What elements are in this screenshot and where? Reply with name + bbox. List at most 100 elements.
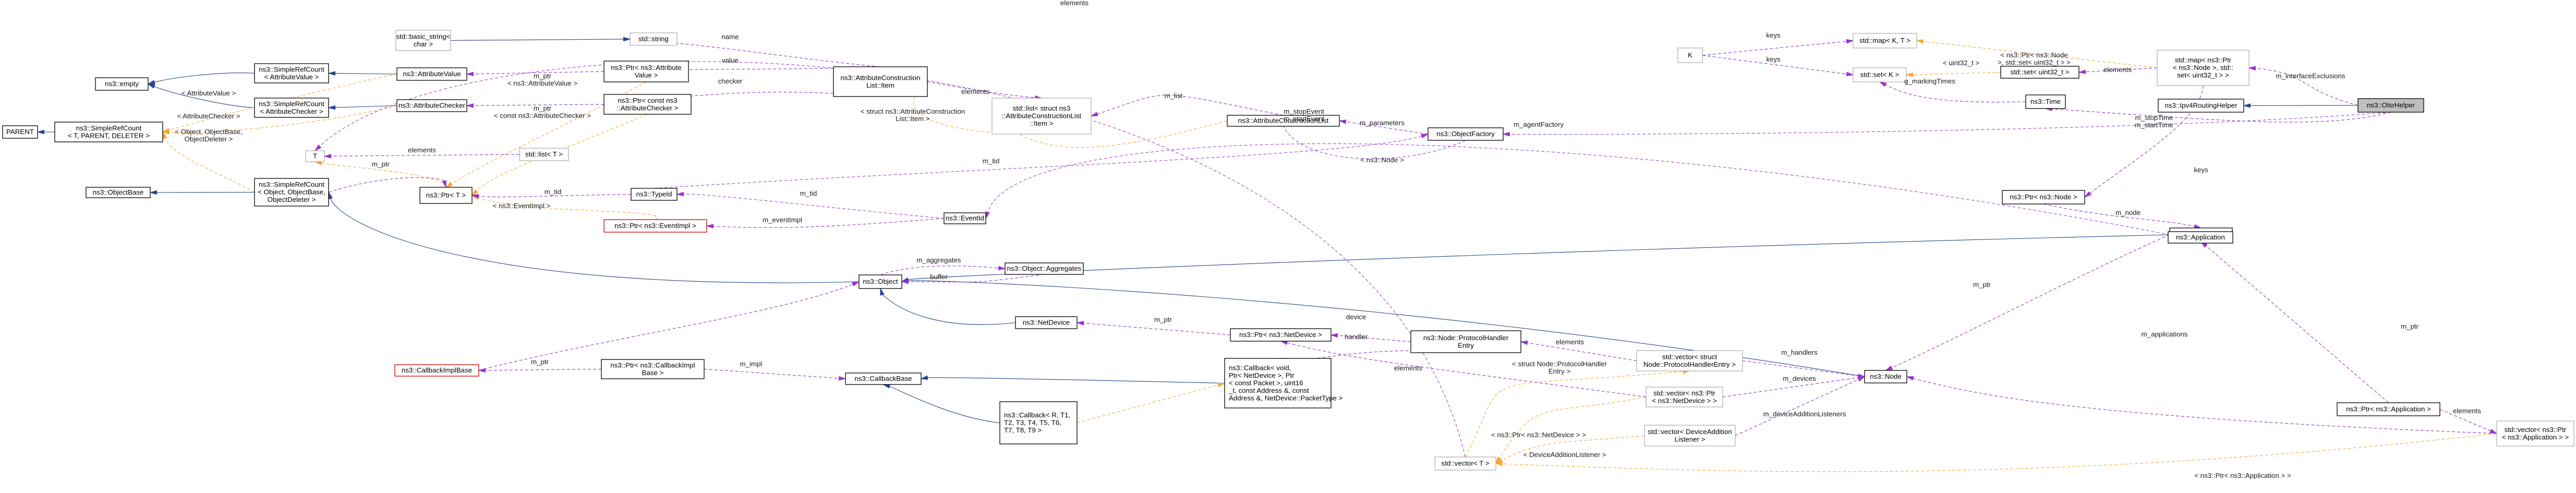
svg-text:< const Packet >, uint16: < const Packet >, uint16 [1229,379,1303,387]
svg-text:ns3::ObjectFactory: ns3::ObjectFactory [1436,130,1495,138]
svg-text:elements: elements [1394,364,1422,372]
svg-text:T7, T8, T9 >: T7, T8, T9 > [1004,426,1042,434]
svg-text:elements: elements [1060,0,1089,7]
svg-text:m_ptr: m_ptr [531,358,549,366]
svg-text:ns3::SimpleRefCount: ns3::SimpleRefCount [76,124,142,132]
svg-text:m_aggregates: m_aggregates [916,256,961,264]
svg-text:m_devices: m_devices [1783,375,1816,382]
svg-text:ns3::Time: ns3::Time [2030,98,2061,105]
svg-text:>, std::set< uint32_t > >: >, std::set< uint32_t > > [1998,58,2071,66]
svg-text:ns3::Ptr< ns3::Application >: ns3::Ptr< ns3::Application > [2346,405,2431,413]
svg-text:_t, const Address &, const: _t, const Address &, const [1228,387,1309,394]
svg-text:Listener >: Listener > [1675,435,1706,443]
svg-text:ObjectDeleter >: ObjectDeleter > [185,135,233,143]
svg-text:ns3::empty: ns3::empty [105,80,139,88]
svg-text:ns3::Ptr< const ns3: ns3::Ptr< const ns3 [618,97,677,104]
svg-text:Ptr< NetDevice >, Ptr: Ptr< NetDevice >, Ptr [1229,371,1295,379]
svg-text:ns3::Object::Aggregates: ns3::Object::Aggregates [1007,264,1082,272]
svg-text:m_ptr: m_ptr [2401,322,2419,330]
svg-text:m_impl: m_impl [740,360,763,368]
svg-text:ns3::Callback< void,: ns3::Callback< void, [1229,364,1291,372]
svg-text:T2, T3, T4, T5, T6,: T2, T3, T4, T5, T6, [1004,419,1061,427]
svg-text:< T, PARENT, DELETER >: < T, PARENT, DELETER > [68,131,150,139]
svg-text:ns3::Ptr< ns3::CallbackImpl: ns3::Ptr< ns3::CallbackImpl [610,361,695,369]
svg-text:< ns3::NetDevice > >: < ns3::NetDevice > > [1652,396,1717,404]
svg-text:handler: handler [1345,333,1368,341]
svg-text:< ns3::Ptr< ns3::Node: < ns3::Ptr< ns3::Node [2000,51,2067,59]
svg-text:std::map< ns3::Ptr: std::map< ns3::Ptr [2175,56,2232,64]
svg-text:keys: keys [2194,166,2208,174]
svg-text:m_tid: m_tid [800,189,817,197]
svg-text:ns3::Callback< R, T1,: ns3::Callback< R, T1, [1004,411,1070,419]
svg-text:checker: checker [718,77,743,85]
svg-text:List::Item: List::Item [866,81,894,89]
svg-text:m_ptr: m_ptr [372,160,390,168]
svg-text:m_eventImpl: m_eventImpl [763,216,802,224]
svg-text:Node::ProtocolHandlerEntry >: Node::ProtocolHandlerEntry > [1643,360,1736,368]
svg-text:std::basic_string<: std::basic_string< [396,32,451,40]
svg-text:ns3::Ptr< ns3::EventImpl >: ns3::Ptr< ns3::EventImpl > [614,222,696,230]
svg-text:keys: keys [1766,55,1781,63]
svg-text:PARENT: PARENT [6,128,34,136]
svg-text:m_applications: m_applications [2142,330,2188,338]
svg-text:< DeviceAdditionListener >: < DeviceAdditionListener > [1523,451,1606,459]
svg-text:ns3::NetDevice: ns3::NetDevice [1023,319,1070,327]
svg-text:< ns3::Ptr< ns3::NetDevice > >: < ns3::Ptr< ns3::NetDevice > > [1491,431,1586,439]
svg-text:< Object, ObjectBase,: < Object, ObjectBase, [175,128,243,136]
svg-text:< ns3::Application > >: < ns3::Application > > [2502,433,2569,441]
svg-text:std::vector< DeviceAddition: std::vector< DeviceAddition [1648,428,1732,436]
svg-text:< uint32_t >: < uint32_t > [1943,59,1979,67]
svg-text:m_startTime: m_startTime [2135,121,2173,129]
svg-text:< ns3::EventImpl >: < ns3::EventImpl > [493,202,551,210]
svg-text:char >: char > [414,40,433,48]
svg-text:std::vector< ns3::Ptr: std::vector< ns3::Ptr [1653,389,1715,397]
svg-text:< struct Node::ProtocolHandler: < struct Node::ProtocolHandler [1512,360,1607,368]
svg-text:std::list< struct ns3: std::list< struct ns3 [1013,104,1070,112]
svg-text:K: K [1688,51,1692,59]
svg-text:device: device [1346,313,1366,321]
svg-text:std::vector< ns3::Ptr: std::vector< ns3::Ptr [2505,426,2567,434]
svg-text:ns3::Node: ns3::Node [1870,372,1902,380]
svg-text:Value >: Value > [635,71,658,79]
svg-text:< ns3::Node >, std::: < ns3::Node >, std:: [2173,64,2233,71]
svg-text:T: T [313,152,317,160]
svg-text:ns3::AttributeConstruction: ns3::AttributeConstruction [841,74,921,81]
svg-text:ns3::AttributeChecker: ns3::AttributeChecker [398,102,465,110]
svg-text:ns3::SimpleRefCount: ns3::SimpleRefCount [259,65,324,73]
svg-text:name: name [721,33,739,41]
svg-text:< ns3::Node >: < ns3::Node > [1360,156,1404,164]
svg-text:ns3::CallbackImplBase: ns3::CallbackImplBase [402,366,472,374]
svg-text:g_markingTimes: g_markingTimes [1904,77,1955,85]
svg-text:< const ns3::AttributeChecker: < const ns3::AttributeChecker > [494,112,591,119]
svg-text:elements: elements [408,146,436,154]
svg-text:m_tid: m_tid [545,188,562,196]
svg-text:m_agentFactory: m_agentFactory [1514,121,1564,128]
svg-text:m_startEvent: m_startEvent [1284,115,1325,123]
svg-text:ns3::CallbackBase: ns3::CallbackBase [854,375,912,382]
svg-text:std::list< T >: std::list< T > [525,150,563,158]
svg-text:< AttributeChecker >: < AttributeChecker > [260,107,323,115]
svg-text:elements: elements [2453,407,2481,415]
svg-text:elements: elements [2103,66,2132,74]
svg-text:std::vector< struct: std::vector< struct [1662,353,1718,360]
svg-text:< AttributeChecker >: < AttributeChecker > [177,112,240,120]
svg-text:m_ptr: m_ptr [1973,281,1991,288]
svg-text:m_stopEvent: m_stopEvent [1284,107,1324,115]
svg-text:m_list: m_list [1165,92,1183,100]
svg-text:m_ptr: m_ptr [534,104,552,112]
svg-text:Entry: Entry [1458,341,1474,349]
svg-text:keys: keys [1766,31,1781,39]
svg-text:ns3::TypeId: ns3::TypeId [636,190,672,198]
svg-text:m_ptr: m_ptr [1154,316,1172,323]
svg-text:< ns3::AttributeValue >: < ns3::AttributeValue > [507,79,578,87]
svg-text:::Item >: ::Item > [1030,119,1054,127]
svg-text:Entry >: Entry > [1549,367,1571,375]
svg-text:std::vector< T >: std::vector< T > [1442,460,1490,467]
svg-text:< AttributeValue >: < AttributeValue > [264,73,319,81]
svg-text:ns3::Ptr< T >: ns3::Ptr< T > [426,191,466,199]
svg-text:ObjectDeleter >: ObjectDeleter > [268,196,316,203]
svg-text:< Object, ObjectBase,: < Object, ObjectBase, [258,188,325,196]
svg-text:ns3::SimpleRefCount: ns3::SimpleRefCount [259,100,324,107]
svg-text:m_ptr: m_ptr [534,72,552,80]
svg-text:ns3::Ipv4RoutingHelper: ns3::Ipv4RoutingHelper [2165,102,2238,110]
